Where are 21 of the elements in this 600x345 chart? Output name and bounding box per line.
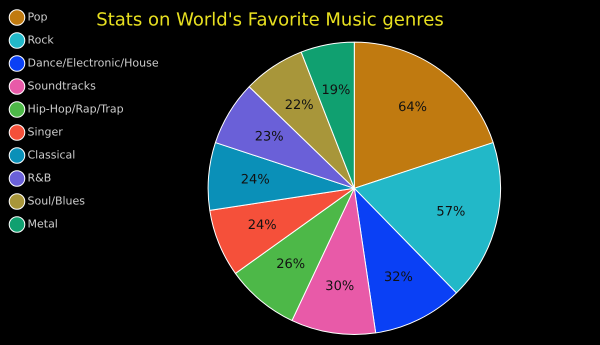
- data-label: 26%: [276, 257, 306, 272]
- legend-label: Rock: [28, 33, 54, 46]
- data-label: 19%: [321, 82, 350, 98]
- legend-label: Hip-Hop/Rap/Trap: [28, 102, 124, 116]
- data-label: 23%: [254, 129, 284, 144]
- chart-title: Stats on World's Favorite Music genres: [96, 9, 444, 30]
- data-label: 22%: [284, 98, 314, 113]
- data-label: 32%: [384, 270, 413, 285]
- legend-label: Soul/Blues: [28, 194, 86, 208]
- legend-label: Dance/Electronic/House: [28, 56, 159, 70]
- data-label: 24%: [248, 218, 277, 234]
- data-label: 30%: [325, 279, 354, 294]
- legend-label: R&B: [28, 171, 52, 184]
- data-label: 57%: [436, 204, 466, 220]
- legend-label: Classical: [28, 148, 76, 162]
- legend-label: Singer: [28, 125, 64, 138]
- legend-label: Soundtracks: [28, 79, 96, 92]
- data-label: 24%: [240, 172, 270, 188]
- data-label: 64%: [398, 100, 428, 116]
- legend-label: Metal: [28, 217, 58, 230]
- legend-label: Pop: [28, 10, 48, 24]
